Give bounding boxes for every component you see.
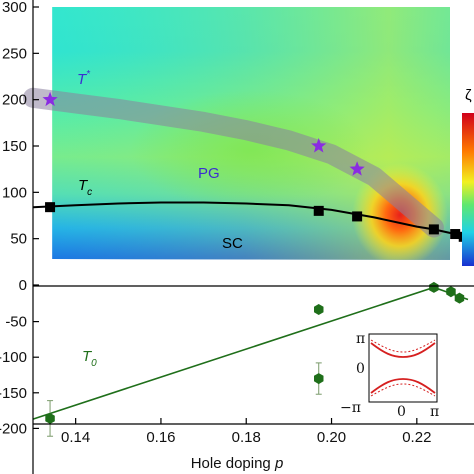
tc-label: Tc <box>78 177 92 198</box>
top-ytick-label: 100 <box>2 184 27 201</box>
bottom-ytick-label: -150 <box>0 385 27 402</box>
xtick-label: 0.22 <box>402 429 431 446</box>
colorbar-label: ζ <box>465 87 472 104</box>
inset-ytick-pi: π <box>356 331 365 347</box>
top-ytick-label: 150 <box>2 138 27 155</box>
pg-label: PG <box>198 165 220 182</box>
tc-point <box>45 202 56 213</box>
tstar-point <box>349 161 365 176</box>
fermi-surface-inset: π 0 −π 0 π <box>340 331 439 420</box>
top-ytick-label: 50 <box>10 231 27 248</box>
inset-xtick-zero: 0 <box>397 404 406 420</box>
xtick-label: 0.20 <box>317 429 346 446</box>
inset-ytick-minus-pi: −π <box>340 400 361 416</box>
top-panel: 0 50 100 150 200 250 300 T* Tc PG SC ζ <box>2 0 474 294</box>
top-ytick-label: 250 <box>2 45 27 62</box>
xtick-label: 0.16 <box>146 429 175 446</box>
top-ytick-label: 0 <box>19 277 27 294</box>
x-axis-label: Hole doping p <box>191 455 284 472</box>
tstar-point <box>42 91 58 107</box>
top-axis-ticks: 0 50 100 150 200 250 300 <box>2 0 39 294</box>
tc-point <box>450 229 461 240</box>
heatmap <box>52 7 450 260</box>
bottom-markers <box>45 281 465 437</box>
t0-point <box>45 412 55 424</box>
bottom-ytick-label: -50 <box>5 314 27 331</box>
top-ytick-label: 300 <box>2 0 27 16</box>
tstar-band <box>23 87 444 238</box>
tstar-label: T* <box>77 69 91 88</box>
top-ytick-label: 200 <box>2 92 27 109</box>
t0-label: T0 <box>82 348 97 369</box>
t0-point <box>454 292 465 304</box>
t0-point <box>429 281 439 293</box>
tc-point <box>352 211 363 222</box>
inset-xtick-pi: π <box>430 404 439 420</box>
bottom-panel: -50 -100 -150 -200 0.14 0.16 0.18 0.20 0.22 T0 π… <box>0 281 469 446</box>
bottom-ytick-label: -200 <box>0 420 27 437</box>
xtick-label: 0.14 <box>61 429 90 446</box>
t0-point <box>314 373 324 385</box>
xtick-label: 0.18 <box>232 429 261 446</box>
bottom-ytick-label: -100 <box>0 349 27 366</box>
sc-label: SC <box>222 235 243 252</box>
colorbar <box>462 113 474 266</box>
bottom-axis-ticks: -50 -100 -150 -200 0.14 0.16 0.18 0.20 0.22 <box>0 314 431 446</box>
tc-point <box>428 224 439 235</box>
inset-ytick-zero: 0 <box>356 361 365 377</box>
t0-point <box>446 286 456 298</box>
t0-point <box>314 304 324 315</box>
tstar-point <box>311 138 327 153</box>
tc-point <box>313 205 324 216</box>
